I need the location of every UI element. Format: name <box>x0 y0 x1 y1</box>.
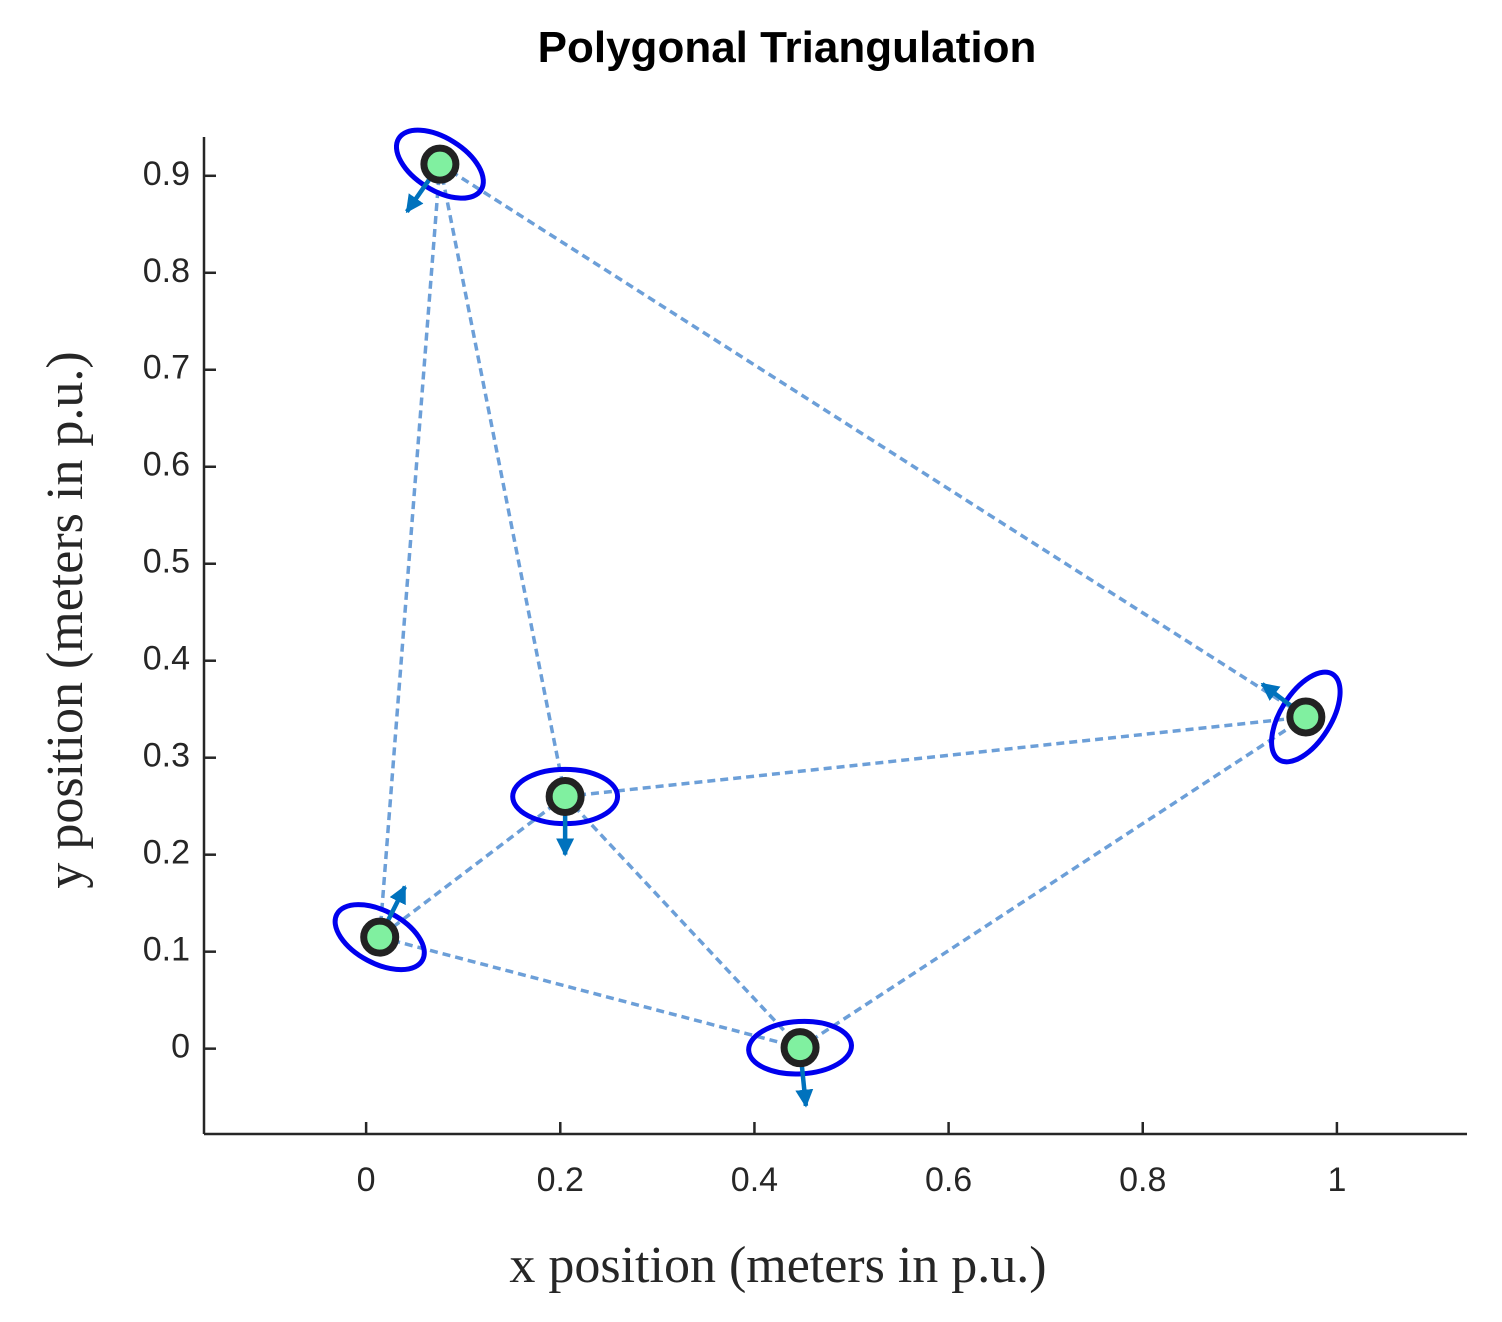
y-tick-label: 0.6 <box>143 446 190 484</box>
point <box>420 144 460 184</box>
y-tick-label: 0.7 <box>143 349 190 387</box>
y-tick-label: 0.5 <box>143 543 190 581</box>
x-tick-label: 0.8 <box>1119 1161 1166 1199</box>
edge <box>379 935 801 1050</box>
y-axis-label: y position (meters in p.u.) <box>37 351 94 888</box>
point <box>545 776 585 816</box>
point <box>780 1028 820 1068</box>
chart-title: Polygonal Triangulation <box>538 23 1037 72</box>
y-tick-label: 0.2 <box>143 834 190 872</box>
x-tick-label: 0.6 <box>925 1161 972 1199</box>
y-tick-label: 0.8 <box>143 252 190 290</box>
x-tick-label: 1 <box>1327 1161 1346 1199</box>
point <box>360 917 400 957</box>
edge <box>799 715 1307 1050</box>
x-tick-label: 0.2 <box>537 1161 584 1199</box>
edge <box>377 164 442 938</box>
y-tick-label: 0.1 <box>143 931 190 969</box>
x-tick-label: 0 <box>357 1161 376 1199</box>
y-tick-label: 0.9 <box>143 155 190 193</box>
y-tick-label: 0.3 <box>143 737 190 775</box>
edge <box>564 715 1307 799</box>
edge <box>438 162 1307 719</box>
x-axis-label: x position (meters in p.u.) <box>509 1237 1046 1294</box>
y-tick-label: 0.4 <box>143 640 190 678</box>
point <box>1286 697 1326 737</box>
edge <box>563 795 802 1049</box>
y-tick-label: 0 <box>171 1028 190 1066</box>
edge <box>438 163 567 797</box>
x-tick-label: 0.4 <box>731 1161 778 1199</box>
